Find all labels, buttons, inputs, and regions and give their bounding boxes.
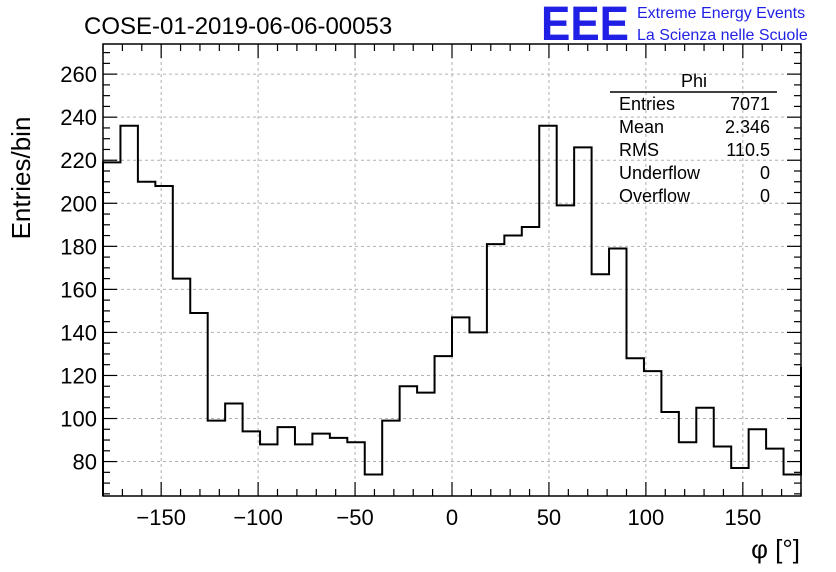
eee-logo: EEE Extreme Energy Events La Scienza nel… — [541, 0, 808, 51]
histogram-bin — [609, 248, 626, 496]
stats-value-overflow: 0 — [760, 186, 770, 206]
histogram-bin — [661, 412, 678, 496]
histogram-bin — [696, 408, 713, 496]
y-tick-label: 100 — [60, 407, 97, 432]
histogram-bin — [644, 371, 661, 496]
histogram-bin — [452, 317, 469, 496]
histogram-bin — [417, 393, 434, 496]
x-tick-label: 150 — [724, 505, 761, 530]
logo-mark: EEE — [541, 0, 629, 51]
histogram-bin — [784, 474, 801, 496]
histogram-bin — [190, 313, 207, 496]
y-tick-label: 260 — [60, 62, 97, 87]
histogram-bin — [382, 421, 399, 496]
x-tick-label: 100 — [628, 505, 665, 530]
y-tick-label: 80 — [73, 450, 97, 475]
chart-title: COSE-01-2019-06-06-00053 — [84, 13, 392, 40]
histogram-bin — [592, 274, 609, 496]
logo-line1: Extreme Energy Events — [637, 5, 805, 22]
histogram-bin — [749, 429, 766, 496]
histogram-bin — [225, 403, 242, 496]
y-axis-label: Entries/bin — [6, 117, 36, 240]
histogram-bin — [574, 147, 591, 496]
histogram-bin — [400, 386, 417, 496]
histogram-bin — [504, 236, 521, 496]
x-tick-label: −100 — [233, 505, 283, 530]
histogram-bin — [208, 421, 225, 496]
histogram-bin — [539, 126, 556, 496]
histogram-bin — [435, 356, 452, 496]
histogram-bin — [103, 162, 120, 496]
histogram-bin — [731, 468, 748, 496]
histogram-bin — [330, 438, 347, 496]
stats-value-entries: 7071 — [730, 94, 770, 114]
histogram-series — [102, 124, 802, 496]
stats-label-entries: Entries — [619, 94, 675, 114]
x-tick-label: 0 — [446, 505, 458, 530]
y-tick-label: 140 — [60, 320, 97, 345]
stats-label-overflow: Overflow — [619, 186, 691, 206]
histogram-bin — [487, 244, 504, 496]
x-tick-label: −150 — [136, 505, 186, 530]
histogram-bin — [260, 444, 277, 496]
histogram-bin — [173, 279, 190, 496]
histogram-bin — [627, 358, 644, 496]
histogram-bin — [120, 126, 137, 496]
stats-label-rms: RMS — [619, 140, 659, 160]
stats-value-rms: 110.5 — [726, 140, 770, 160]
stats-value-mean: 2.346 — [725, 117, 770, 137]
histogram-bin — [155, 186, 172, 496]
y-tick-label: 220 — [60, 148, 97, 173]
histogram-bin — [312, 434, 329, 496]
histogram-bin — [469, 332, 486, 496]
stats-title: Phi — [681, 71, 707, 91]
stats-label-underflow: Underflow — [619, 163, 701, 183]
histogram-bin — [679, 442, 696, 496]
histogram-bin — [522, 227, 539, 496]
x-axis-label: φ [°] — [751, 534, 800, 564]
histogram-bin — [557, 205, 574, 496]
x-tick-label: −50 — [336, 505, 373, 530]
histogram-bin — [278, 427, 295, 496]
x-tick-label: 50 — [537, 505, 561, 530]
logo-line2: La Scienza nelle Scuole — [637, 27, 808, 44]
histogram-bin — [766, 449, 783, 496]
histogram-bin — [714, 446, 731, 496]
stats-label-mean: Mean — [619, 117, 664, 137]
tick-labels: −150 −100 −50 0 50 100 150 80 100 120 140 160 180 200… — [60, 62, 761, 530]
histogram-bin — [138, 182, 155, 496]
y-tick-label: 240 — [60, 105, 97, 130]
y-tick-label: 200 — [60, 191, 97, 216]
stats-value-underflow: 0 — [760, 163, 770, 183]
y-tick-label: 180 — [60, 234, 97, 259]
stats-box: Phi Entries 7071 Mean 2.346 RMS 110.5 Un… — [610, 71, 777, 206]
histogram-bin — [365, 474, 382, 496]
plot-frame — [102, 43, 802, 497]
y-tick-label: 120 — [60, 363, 97, 388]
y-tick-label: 160 — [60, 277, 97, 302]
histogram-bin — [347, 442, 364, 496]
histogram-bin — [295, 444, 312, 496]
histogram-outline — [102, 124, 802, 496]
histogram-bin — [243, 431, 260, 496]
